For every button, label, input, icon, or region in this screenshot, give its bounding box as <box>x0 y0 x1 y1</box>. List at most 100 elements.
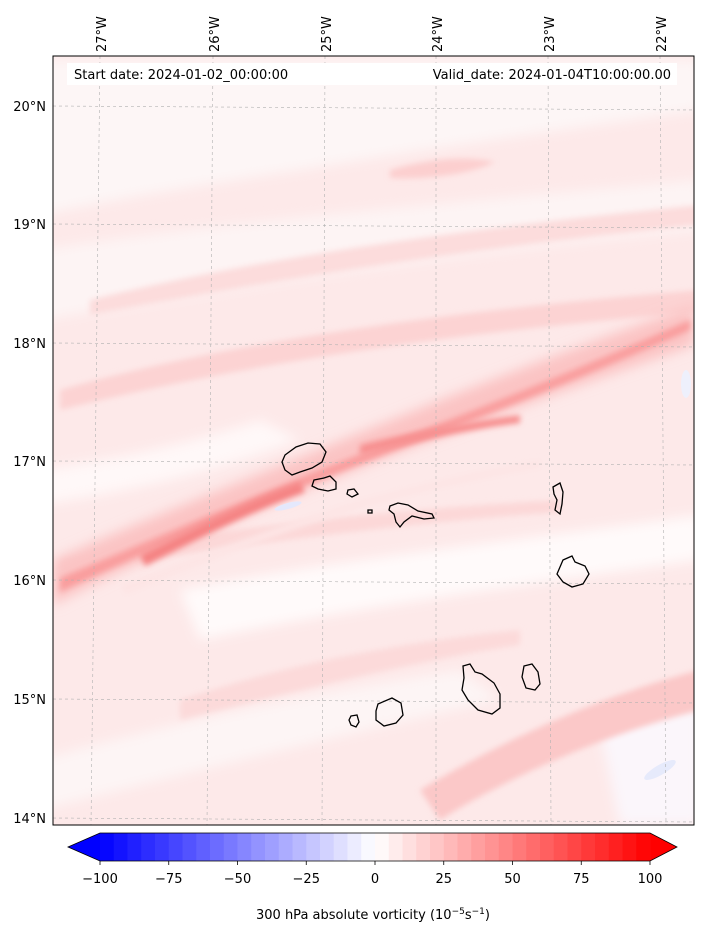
colorbar-step <box>595 833 610 861</box>
lon-label-22w: 22°W <box>655 16 670 52</box>
meridian-23w <box>547 56 552 825</box>
colorbar-step <box>471 833 486 861</box>
colorbar-step <box>141 833 156 861</box>
colorbar-tick-label: 75 <box>573 872 590 887</box>
colorbar-step <box>388 833 404 861</box>
colorbar-steps <box>68 833 677 861</box>
colorbar-step <box>581 833 596 861</box>
island-santo-antao <box>281 442 327 476</box>
colorbar-step <box>210 833 225 861</box>
start-date-text: Start date: 2024-01-02_00:00:00 <box>74 68 288 83</box>
colorbar-tick-label: −75 <box>155 872 182 887</box>
colorbar-step <box>347 833 362 861</box>
island-sao-nicolau <box>388 502 436 529</box>
colorbar-ticks: −100 −75 −50 −25 0 25 50 75 100 <box>82 861 662 887</box>
colorbar-tick-label: 50 <box>504 872 521 887</box>
colorbar-step <box>100 833 115 861</box>
colorbar-step <box>306 833 321 861</box>
colorbar-step <box>127 833 142 861</box>
colorbar-step <box>292 833 307 861</box>
colorbar-step <box>608 833 624 861</box>
colorbar-step <box>168 833 184 861</box>
colorbar-tick-label: 100 <box>638 872 663 887</box>
lon-label-26w: 26°W <box>208 16 223 52</box>
colorbar-step <box>430 833 445 861</box>
colorbar-step <box>443 833 459 861</box>
colorbar-step <box>485 833 500 861</box>
colorbar-step <box>182 833 197 861</box>
colorbar-step <box>416 833 431 861</box>
island-sal <box>552 482 564 516</box>
lat-label-17n: 17°N <box>13 455 46 470</box>
lat-label-15n: 15°N <box>13 693 46 708</box>
colorbar: −100 −75 −50 −25 0 25 50 75 100 300 hPa absolute… <box>67 832 678 923</box>
vorticity-band <box>53 305 694 605</box>
parallel-20n <box>53 105 694 111</box>
parallel-19n <box>53 223 694 229</box>
colorbar-tick-label: 0 <box>371 872 379 887</box>
map-frame <box>52 55 695 826</box>
meridian-27w <box>90 56 101 825</box>
lat-label-14n: 14°N <box>13 812 46 827</box>
colorbar-step <box>498 833 514 861</box>
colorbar-tick-label: −50 <box>224 872 251 887</box>
colorbar-title: 300 hPa absolute vorticity (10−5s−1) <box>256 907 490 923</box>
island-boa-vista <box>556 555 590 588</box>
island-maio <box>521 663 541 691</box>
lon-label-27w: 27°W <box>95 16 110 52</box>
colorbar-step <box>567 833 582 861</box>
colorbar-step <box>375 833 390 861</box>
meridian-22w <box>659 56 667 825</box>
colorbar-step <box>540 833 555 861</box>
colorbar-tick-label: 25 <box>435 872 452 887</box>
island-santiago <box>461 663 501 715</box>
colorbar-step <box>526 833 541 861</box>
colorbar-step <box>196 833 211 861</box>
coastlines <box>281 442 590 728</box>
lat-label-16n: 16°N <box>13 574 46 589</box>
parallel-18n <box>53 342 694 348</box>
lat-label-19n: 19°N <box>13 218 46 233</box>
colorbar-step <box>278 833 294 861</box>
island-fogo <box>375 697 404 727</box>
lon-label-24w: 24°W <box>431 16 446 52</box>
vorticity-field: Start date: 2024-01-02_00:00:00 Valid_da… <box>53 56 694 825</box>
colorbar-extend-min <box>68 833 100 861</box>
lon-label-25w: 25°W <box>320 16 335 52</box>
lat-label-18n: 18°N <box>13 337 46 352</box>
colorbar-step <box>622 833 637 861</box>
colorbar-step <box>223 833 239 861</box>
colorbar-extend-max <box>650 833 677 861</box>
parallel-14n <box>53 817 694 823</box>
valid-date-text: Valid_date: 2024-01-04T10:00:00.00 <box>433 68 671 83</box>
parallel-16n <box>53 579 694 585</box>
gridlines <box>53 56 694 825</box>
colorbar-step <box>333 833 349 861</box>
island-brava <box>348 714 360 728</box>
lon-label-23w: 23°W <box>543 16 558 52</box>
colorbar-step <box>457 833 472 861</box>
colorbar-step <box>553 833 569 861</box>
colorbar-tick-label: −100 <box>82 872 118 887</box>
island-santa-luzia <box>346 488 360 498</box>
colorbar-step <box>237 833 252 861</box>
island-sao-vicente <box>311 475 337 492</box>
longitude-labels: 27°W 26°W 25°W 24°W 23°W 22°W <box>95 16 670 52</box>
colorbar-step <box>113 833 129 861</box>
negative-vorticity-spots <box>274 370 691 780</box>
meridian-26w <box>206 56 214 825</box>
meridian-25w <box>321 56 326 825</box>
colorbar-step <box>155 833 170 861</box>
colorbar-step <box>251 833 266 861</box>
parallel-17n <box>53 460 694 466</box>
date-info-box <box>67 63 677 85</box>
lat-label-20n: 20°N <box>13 100 46 115</box>
colorbar-step <box>512 833 527 861</box>
parallel-15n <box>53 698 694 704</box>
colorbar-step <box>320 833 335 861</box>
moderate-vorticity-streaks <box>60 158 694 820</box>
latitude-labels: 20°N 19°N 18°N 17°N 16°N 15°N 14°N <box>13 100 46 827</box>
colorbar-step <box>402 833 417 861</box>
colorbar-step <box>636 833 651 861</box>
